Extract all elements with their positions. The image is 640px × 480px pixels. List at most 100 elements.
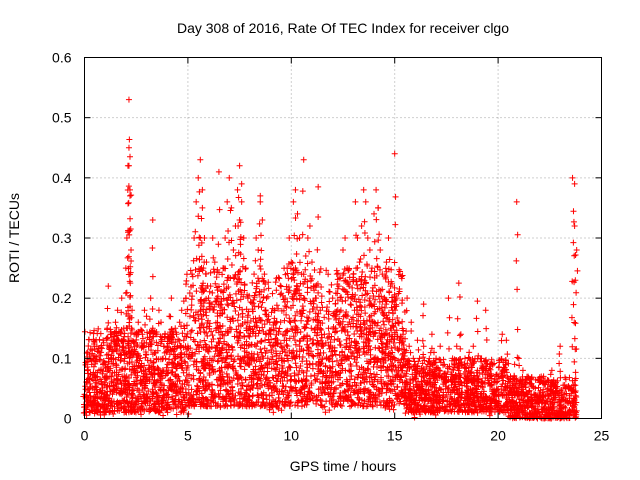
data-point xyxy=(363,331,370,338)
data-point xyxy=(470,343,477,350)
data-point xyxy=(241,281,248,288)
data-point xyxy=(571,180,578,187)
data-point xyxy=(168,347,175,354)
data-point xyxy=(391,284,398,291)
data-point xyxy=(170,405,177,412)
data-point xyxy=(383,259,390,266)
data-point xyxy=(249,279,256,286)
data-point xyxy=(209,235,216,241)
data-point xyxy=(263,295,270,302)
data-point xyxy=(356,259,363,266)
data-point xyxy=(241,333,248,340)
data-point xyxy=(557,374,564,381)
data-point xyxy=(92,358,99,365)
data-point xyxy=(263,396,270,403)
data-point xyxy=(399,272,406,279)
data-point xyxy=(234,317,241,324)
data-point xyxy=(176,337,183,344)
data-point xyxy=(570,301,577,308)
data-point xyxy=(203,271,210,278)
data-point xyxy=(326,298,333,305)
data-point xyxy=(119,373,126,380)
data-point xyxy=(353,359,360,366)
data-point xyxy=(373,186,380,193)
data-point xyxy=(573,289,580,296)
data-point xyxy=(183,277,190,284)
data-point xyxy=(224,314,231,321)
data-point xyxy=(314,304,321,311)
data-point xyxy=(377,247,384,254)
data-point xyxy=(406,343,413,350)
data-point xyxy=(107,326,114,333)
data-point xyxy=(273,331,280,338)
data-point xyxy=(392,221,399,228)
data-point xyxy=(193,198,200,205)
data-point xyxy=(125,96,132,103)
data-point xyxy=(317,325,324,332)
data-point xyxy=(395,347,402,354)
data-point xyxy=(574,267,581,274)
data-point xyxy=(364,235,371,241)
data-point xyxy=(168,359,175,366)
data-point xyxy=(258,304,265,311)
data-point xyxy=(167,313,174,320)
data-point xyxy=(358,222,365,229)
data-point xyxy=(121,333,128,340)
data-point xyxy=(149,305,156,312)
data-point xyxy=(570,208,577,215)
data-point xyxy=(223,346,230,353)
data-point xyxy=(331,386,338,393)
data-point xyxy=(277,291,284,298)
data-point xyxy=(310,336,317,343)
data-point xyxy=(82,386,89,393)
data-point xyxy=(341,277,348,284)
data-point xyxy=(380,318,387,325)
data-point xyxy=(308,285,315,292)
data-point xyxy=(101,401,108,408)
data-point xyxy=(511,361,518,368)
data-point xyxy=(214,287,221,294)
data-point xyxy=(573,247,580,254)
data-point xyxy=(254,351,261,358)
data-point xyxy=(309,365,316,372)
data-point xyxy=(228,398,235,405)
data-point xyxy=(135,319,142,326)
data-point xyxy=(257,346,264,353)
data-point xyxy=(354,235,361,241)
data-point xyxy=(362,198,369,205)
data-point xyxy=(359,292,366,299)
data-point xyxy=(332,300,339,307)
data-point xyxy=(454,315,461,322)
data-point xyxy=(224,198,231,205)
data-point xyxy=(402,410,409,417)
data-point xyxy=(194,272,201,279)
data-point xyxy=(179,330,186,337)
data-point xyxy=(158,397,165,404)
data-point xyxy=(455,280,462,287)
data-point xyxy=(232,252,239,259)
data-point xyxy=(193,288,200,295)
data-point xyxy=(91,327,98,334)
data-point xyxy=(253,356,260,363)
data-point xyxy=(252,257,259,264)
data-point xyxy=(292,341,299,348)
data-point xyxy=(257,338,264,345)
data-point xyxy=(357,256,364,263)
data-point xyxy=(195,174,202,181)
data-point xyxy=(360,186,367,193)
data-point xyxy=(226,174,233,181)
data-point xyxy=(133,336,140,343)
data-point xyxy=(385,235,392,241)
data-point xyxy=(198,316,205,323)
data-point xyxy=(388,345,395,352)
data-point xyxy=(251,294,258,301)
data-point xyxy=(201,337,208,344)
data-point xyxy=(207,269,214,276)
data-point xyxy=(306,222,313,229)
data-point xyxy=(314,246,321,253)
data-point xyxy=(118,295,125,302)
data-point xyxy=(177,391,184,398)
data-point xyxy=(278,407,285,414)
data-point xyxy=(164,361,171,368)
data-point xyxy=(182,310,189,317)
